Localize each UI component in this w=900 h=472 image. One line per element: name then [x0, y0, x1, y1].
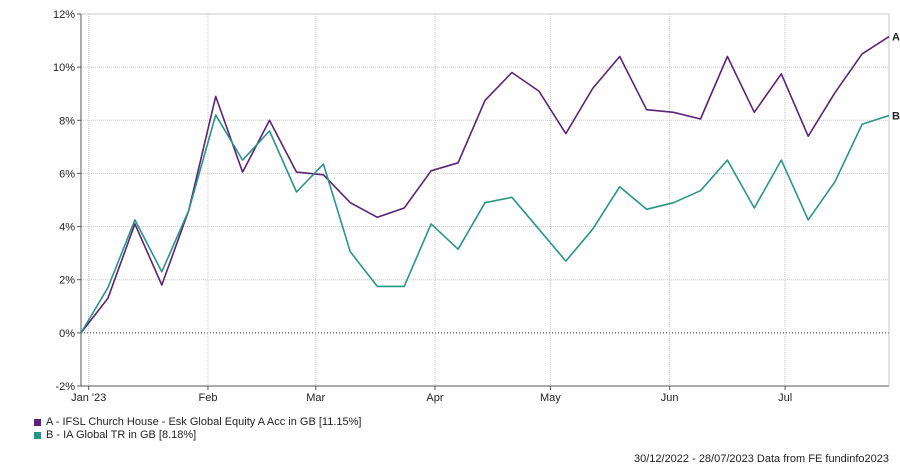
legend-swatch-b — [34, 432, 41, 439]
x-tick-label: Jan '23 — [71, 392, 106, 404]
series-end-label-a: A — [892, 32, 900, 44]
x-tick-label: Jun — [661, 392, 679, 404]
series-layer: AB — [80, 32, 900, 334]
y-tick-label: 8% — [59, 115, 75, 127]
y-tick-label: 4% — [59, 222, 75, 234]
legend-label-b: B - IA Global TR in GB [8.18%] — [46, 429, 197, 441]
x-tick-label: Apr — [426, 392, 443, 404]
y-tick-label: 0% — [59, 328, 75, 340]
series-line-b — [80, 114, 890, 334]
x-tick-label: Feb — [198, 392, 217, 404]
series-end-label-b: B — [892, 111, 900, 123]
x-tick-label: Mar — [306, 392, 325, 404]
legend-swatch-a — [34, 419, 41, 426]
legend: A - IFSL Church House - Esk Global Equit… — [34, 416, 361, 442]
legend-item-b: B - IA Global TR in GB [8.18%] — [34, 429, 361, 442]
y-tick-label: 12% — [53, 9, 75, 21]
x-tick-label: Jul — [778, 392, 792, 404]
grid-layer — [81, 13, 889, 387]
axis-layer: -2% 0% 2% 4% 6% 8% 10% 12% Jan '23 Feb Mar Apr May Ju… — [53, 9, 890, 404]
footer-source: 30/12/2022 - 28/07/2023 Data from FE fun… — [633, 453, 889, 465]
y-tick-label: 10% — [53, 62, 75, 74]
legend-item-a: A - IFSL Church House - Esk Global Equit… — [34, 416, 361, 429]
legend-label-a: A - IFSL Church House - Esk Global Equit… — [46, 416, 362, 428]
series-line-a — [80, 35, 890, 334]
x-tick-label: May — [540, 392, 561, 404]
y-tick-label: 6% — [59, 168, 75, 180]
y-tick-label: -2% — [55, 381, 75, 393]
y-tick-label: 2% — [59, 275, 75, 287]
